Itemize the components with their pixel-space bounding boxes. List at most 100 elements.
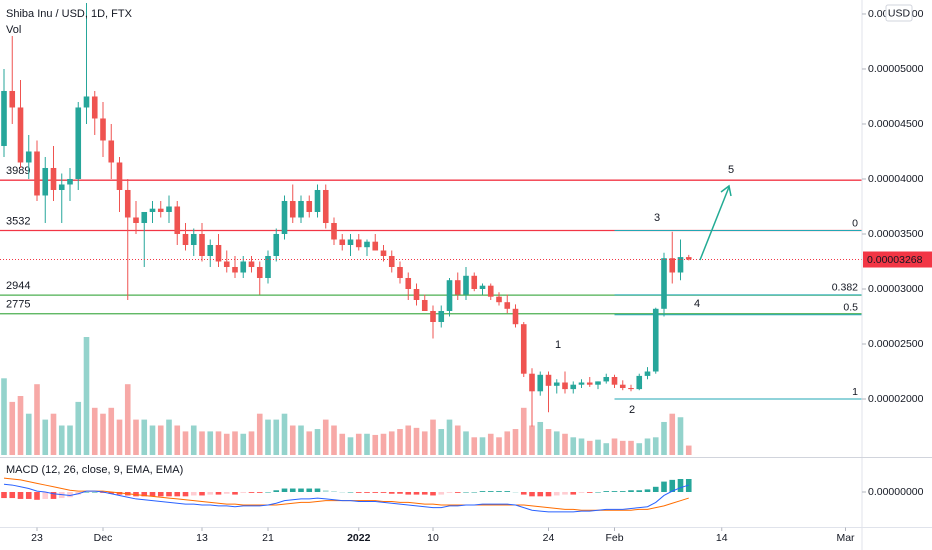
- candle-body: [611, 377, 618, 385]
- candle-body: [1, 90, 7, 146]
- candle-body: [265, 255, 271, 278]
- macd-hist-bar: [504, 491, 511, 492]
- candle-body: [512, 308, 519, 325]
- macd-hist-bar: [595, 492, 601, 493]
- volume-bar: [306, 431, 313, 455]
- macd-hist-bar: [397, 492, 403, 494]
- macd-hist-bar: [355, 492, 362, 493]
- y-tick-label: 0.00002000: [868, 393, 924, 405]
- candle-body: [100, 118, 106, 141]
- x-tick-label: 10: [427, 532, 439, 544]
- volume-bar: [520, 407, 527, 455]
- volume-bar: [265, 419, 271, 455]
- fib-label: 0.5: [843, 302, 858, 314]
- macd-hist-bar: [50, 492, 57, 499]
- volume-bar: [190, 425, 197, 455]
- macd-hist-bar: [149, 492, 156, 497]
- volume-bar: [215, 431, 222, 455]
- volume-bar: [421, 431, 428, 455]
- macd-hist-bar: [570, 492, 577, 495]
- candle-layer: [0, 2, 862, 427]
- volume-bar: [157, 425, 164, 455]
- wave-arrow: [699, 186, 730, 261]
- candle-body: [421, 299, 428, 311]
- x-tick-label: Dec: [94, 532, 113, 544]
- volume-bar: [199, 431, 205, 455]
- candle-body: [586, 382, 593, 385]
- volume-bar: [430, 419, 436, 455]
- macd-hist-bar: [388, 492, 395, 494]
- macd-hist-bar: [537, 492, 544, 497]
- volume-bar: [289, 425, 296, 455]
- macd-hist-bar: [661, 481, 667, 492]
- candle-body: [256, 266, 263, 278]
- volume-bar: [116, 419, 123, 455]
- candle-body: [553, 382, 560, 386]
- candle-body: [9, 90, 16, 108]
- macd-hist-bar: [347, 492, 354, 493]
- volume-bar: [364, 433, 370, 455]
- candle-body: [454, 280, 461, 295]
- volume-bar: [562, 433, 568, 455]
- macd-hist-bar: [405, 492, 412, 495]
- volume-bar: [578, 438, 585, 455]
- volume-bar: [496, 437, 502, 455]
- candle-body: [537, 374, 544, 392]
- macd-hist-bar: [248, 492, 255, 493]
- volume-bar: [174, 425, 181, 455]
- candle-body: [174, 206, 181, 234]
- macd-hist-bar: [339, 492, 346, 493]
- macd-hist-bar: [487, 491, 494, 492]
- candle-body: [67, 178, 73, 185]
- candle-body: [91, 96, 98, 119]
- currency-label[interactable]: USD: [888, 7, 911, 19]
- macd-hist-bar: [413, 492, 420, 495]
- macd-hist-bar: [67, 492, 73, 498]
- volume-bar: [182, 431, 189, 455]
- candle-body: [446, 280, 453, 311]
- volume-bar: [603, 443, 610, 455]
- macd-hist-bar: [281, 488, 288, 492]
- candle-body: [355, 239, 362, 248]
- volume-bar: [636, 443, 643, 455]
- candle-body: [578, 382, 585, 385]
- volume-bar: [661, 421, 667, 455]
- volume-bar: [537, 421, 544, 455]
- macd-hist-bar: [677, 479, 684, 492]
- candle-body: [479, 285, 486, 289]
- macd-hist-bar: [306, 488, 313, 492]
- candle-body: [17, 107, 24, 163]
- volume-bar: [273, 419, 280, 455]
- volume-bar: [91, 407, 98, 455]
- macd-hist-bar: [364, 492, 370, 493]
- volume-bar: [652, 437, 659, 455]
- candle-body: [652, 308, 659, 372]
- candle-body: [75, 107, 82, 179]
- candle-body: [322, 189, 329, 223]
- macd-hist-bar: [190, 492, 197, 496]
- candle-body: [298, 200, 304, 218]
- macd-hist-bar: [636, 490, 643, 492]
- volume-bar: [9, 401, 16, 455]
- macd-hist-bar: [17, 492, 24, 499]
- last-price-badge: [863, 251, 932, 268]
- candle-body: [347, 239, 354, 245]
- volume-bar: [595, 439, 601, 455]
- volume-bar: [149, 425, 156, 455]
- x-tick-label: 23: [31, 532, 43, 544]
- macd-hist-bar: [232, 492, 238, 495]
- volume-bar: [669, 413, 676, 455]
- fib-label: 0: [852, 217, 858, 229]
- volume-bar: [545, 429, 552, 455]
- volume-bar: [232, 431, 238, 455]
- candle-body: [166, 206, 172, 212]
- currency-badge[interactable]: [885, 4, 913, 22]
- volume-bar: [322, 419, 329, 455]
- volume-bar: [611, 438, 618, 455]
- wave-label: 1: [555, 339, 561, 351]
- wave-label: 4: [694, 298, 700, 310]
- macd-hist-bar: [529, 492, 535, 497]
- candle-body: [504, 302, 511, 309]
- volume-bar: [248, 431, 255, 455]
